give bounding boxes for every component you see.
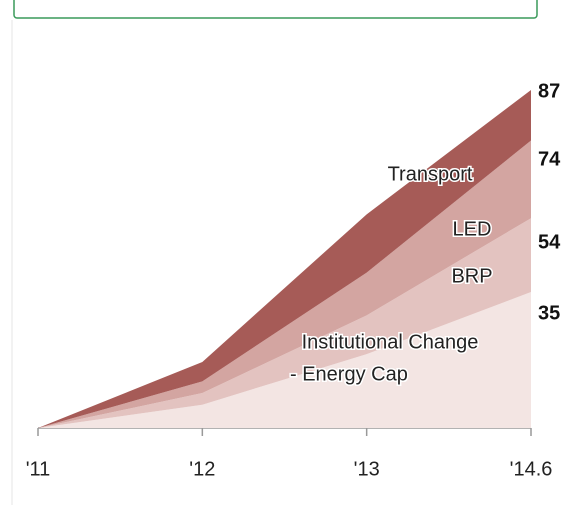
area-label: LED [453, 218, 492, 240]
end-label: 35 [538, 302, 560, 324]
area-label: BRP [451, 265, 492, 287]
end-label: 54 [538, 231, 561, 253]
x-tick-label: '14.6 [510, 458, 553, 480]
area [38, 292, 531, 428]
area-label: - Energy Cap [290, 363, 408, 385]
end-label: 74 [538, 148, 561, 170]
area-label: Institutional Change [302, 331, 479, 353]
area-label: Transport [388, 163, 473, 185]
x-tick-label: '11 [26, 458, 51, 480]
end-label: 87 [538, 80, 560, 102]
x-tick-label: '13 [354, 458, 380, 480]
x-tick-label: '12 [189, 458, 215, 480]
header-box [13, 0, 538, 19]
area [38, 218, 531, 428]
